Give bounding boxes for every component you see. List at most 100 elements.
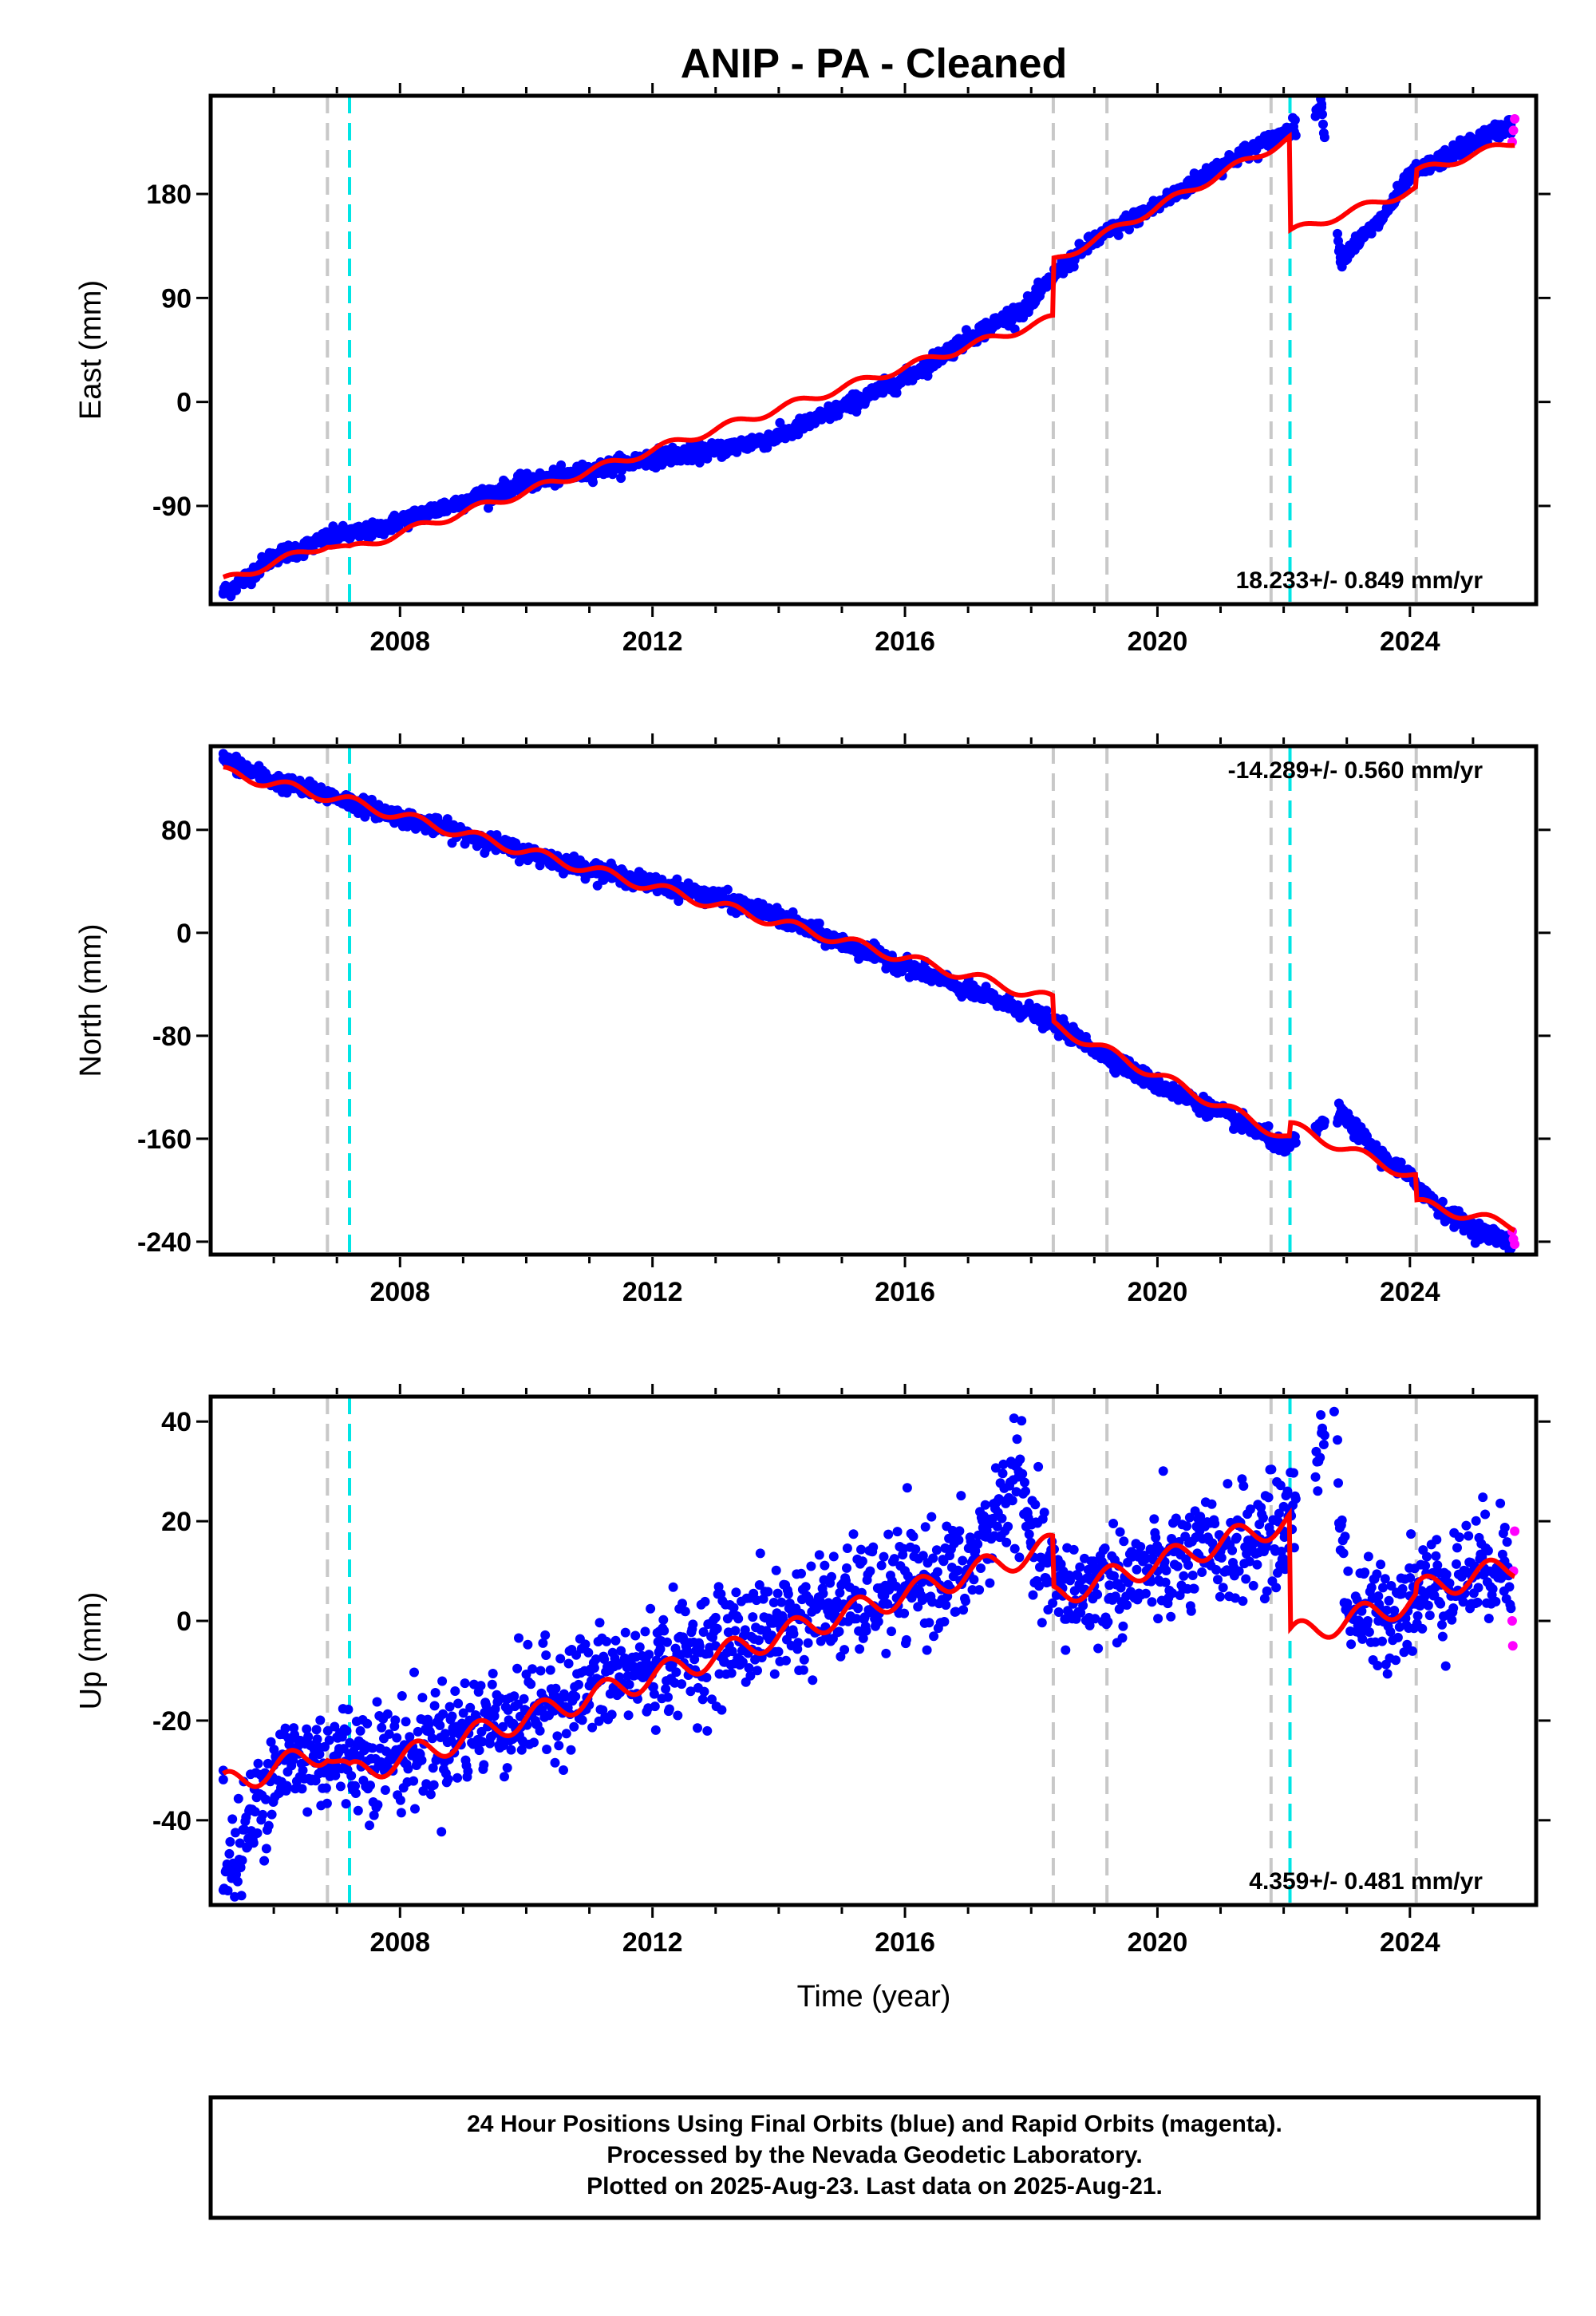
data-point [1468, 1223, 1478, 1234]
data-point [842, 1543, 852, 1553]
data-point [526, 1679, 536, 1690]
data-point [390, 1715, 401, 1725]
data-point [521, 477, 531, 488]
data-point [1122, 1600, 1132, 1611]
data-point [1182, 1521, 1192, 1531]
data-point [312, 1734, 322, 1745]
data-point [1259, 1594, 1270, 1604]
data-point [814, 1550, 824, 1560]
data-point [227, 1814, 238, 1824]
data-point [1179, 1571, 1189, 1581]
data-point [516, 1745, 527, 1755]
data-point [1468, 136, 1478, 147]
data-point [616, 1646, 626, 1656]
data-point [1069, 1544, 1079, 1555]
data-point [1189, 1583, 1199, 1594]
data-point [235, 1863, 246, 1872]
data-point [444, 1701, 455, 1712]
data-point [237, 1856, 247, 1866]
data-point [237, 576, 247, 587]
data-point [1316, 1410, 1326, 1420]
model-line [222, 131, 1515, 580]
data-point [727, 1646, 737, 1657]
data-point [758, 1594, 768, 1604]
data-point [252, 1828, 263, 1838]
data-point [1252, 1559, 1262, 1570]
data-point [425, 1789, 436, 1800]
data-point [1263, 1121, 1274, 1131]
data-point [956, 1491, 966, 1501]
data-point [712, 1623, 722, 1634]
velocity-label: -14.289+/- 0.560 mm/yr [1228, 757, 1483, 784]
data-point [941, 1600, 951, 1611]
data-point [685, 1686, 696, 1697]
data-point [258, 1809, 268, 1820]
data-point [551, 1683, 561, 1694]
data-point [428, 1763, 438, 1773]
data-point [602, 1636, 612, 1646]
data-point [1290, 1137, 1301, 1148]
data-point [261, 1844, 271, 1854]
data-point [1215, 1108, 1226, 1118]
data-point [793, 1638, 804, 1648]
data-point [671, 1667, 681, 1678]
data-point [465, 1702, 476, 1713]
data-point [438, 1709, 448, 1719]
data-point [1146, 1576, 1156, 1587]
data-point [1041, 1006, 1052, 1016]
data-point [429, 1780, 439, 1790]
figure-title: ANIP - PA - Cleaned [681, 41, 1067, 87]
data-point [450, 1686, 460, 1696]
data-point [1186, 1606, 1196, 1616]
data-point [1290, 1494, 1301, 1504]
data-point [1113, 230, 1124, 240]
data-point [225, 1836, 235, 1847]
data-point [655, 1644, 666, 1654]
data-point [397, 1691, 407, 1701]
data-point [500, 1772, 509, 1782]
data-point [545, 1665, 555, 1675]
data-point [698, 1627, 709, 1637]
data-point [806, 1561, 816, 1571]
data-point [707, 1694, 717, 1705]
data-point [899, 1608, 910, 1618]
data-point [1116, 1583, 1126, 1593]
data-point [290, 1784, 300, 1794]
data-point [1227, 1545, 1238, 1555]
y-axis-label: East (mm) [74, 280, 108, 420]
data-point [430, 1688, 440, 1697]
data-point [335, 1781, 346, 1792]
plot-area [218, 749, 1520, 1255]
data-point [1152, 1080, 1163, 1090]
data-point [1271, 1583, 1282, 1593]
data-point [487, 1679, 497, 1690]
data-point [1153, 1614, 1163, 1624]
data-point [515, 468, 525, 479]
data-point [834, 1626, 844, 1637]
data-point [1012, 1434, 1022, 1445]
data-point [1033, 1461, 1044, 1472]
data-point [529, 1737, 539, 1748]
data-point [900, 960, 911, 970]
data-point [1340, 1531, 1350, 1542]
data-point [231, 1828, 240, 1838]
data-point [1053, 1607, 1064, 1617]
data-point [839, 1645, 850, 1655]
data-point [559, 1692, 570, 1702]
data-point [1317, 109, 1327, 120]
data-point [460, 1678, 470, 1689]
x-tick-label: 2012 [622, 626, 683, 657]
data-point [783, 1589, 793, 1599]
data-point [998, 1459, 1009, 1469]
data-point [1183, 1560, 1193, 1570]
data-point [313, 1741, 323, 1752]
data-point [537, 1705, 547, 1715]
data-point [1187, 1571, 1198, 1580]
data-point [261, 1794, 271, 1804]
data-point [527, 1664, 538, 1674]
data-point [624, 1679, 634, 1690]
data-point [1241, 1574, 1251, 1584]
data-point [854, 1626, 864, 1636]
x-tick-label: 2008 [369, 626, 430, 657]
data-point [881, 1648, 891, 1658]
